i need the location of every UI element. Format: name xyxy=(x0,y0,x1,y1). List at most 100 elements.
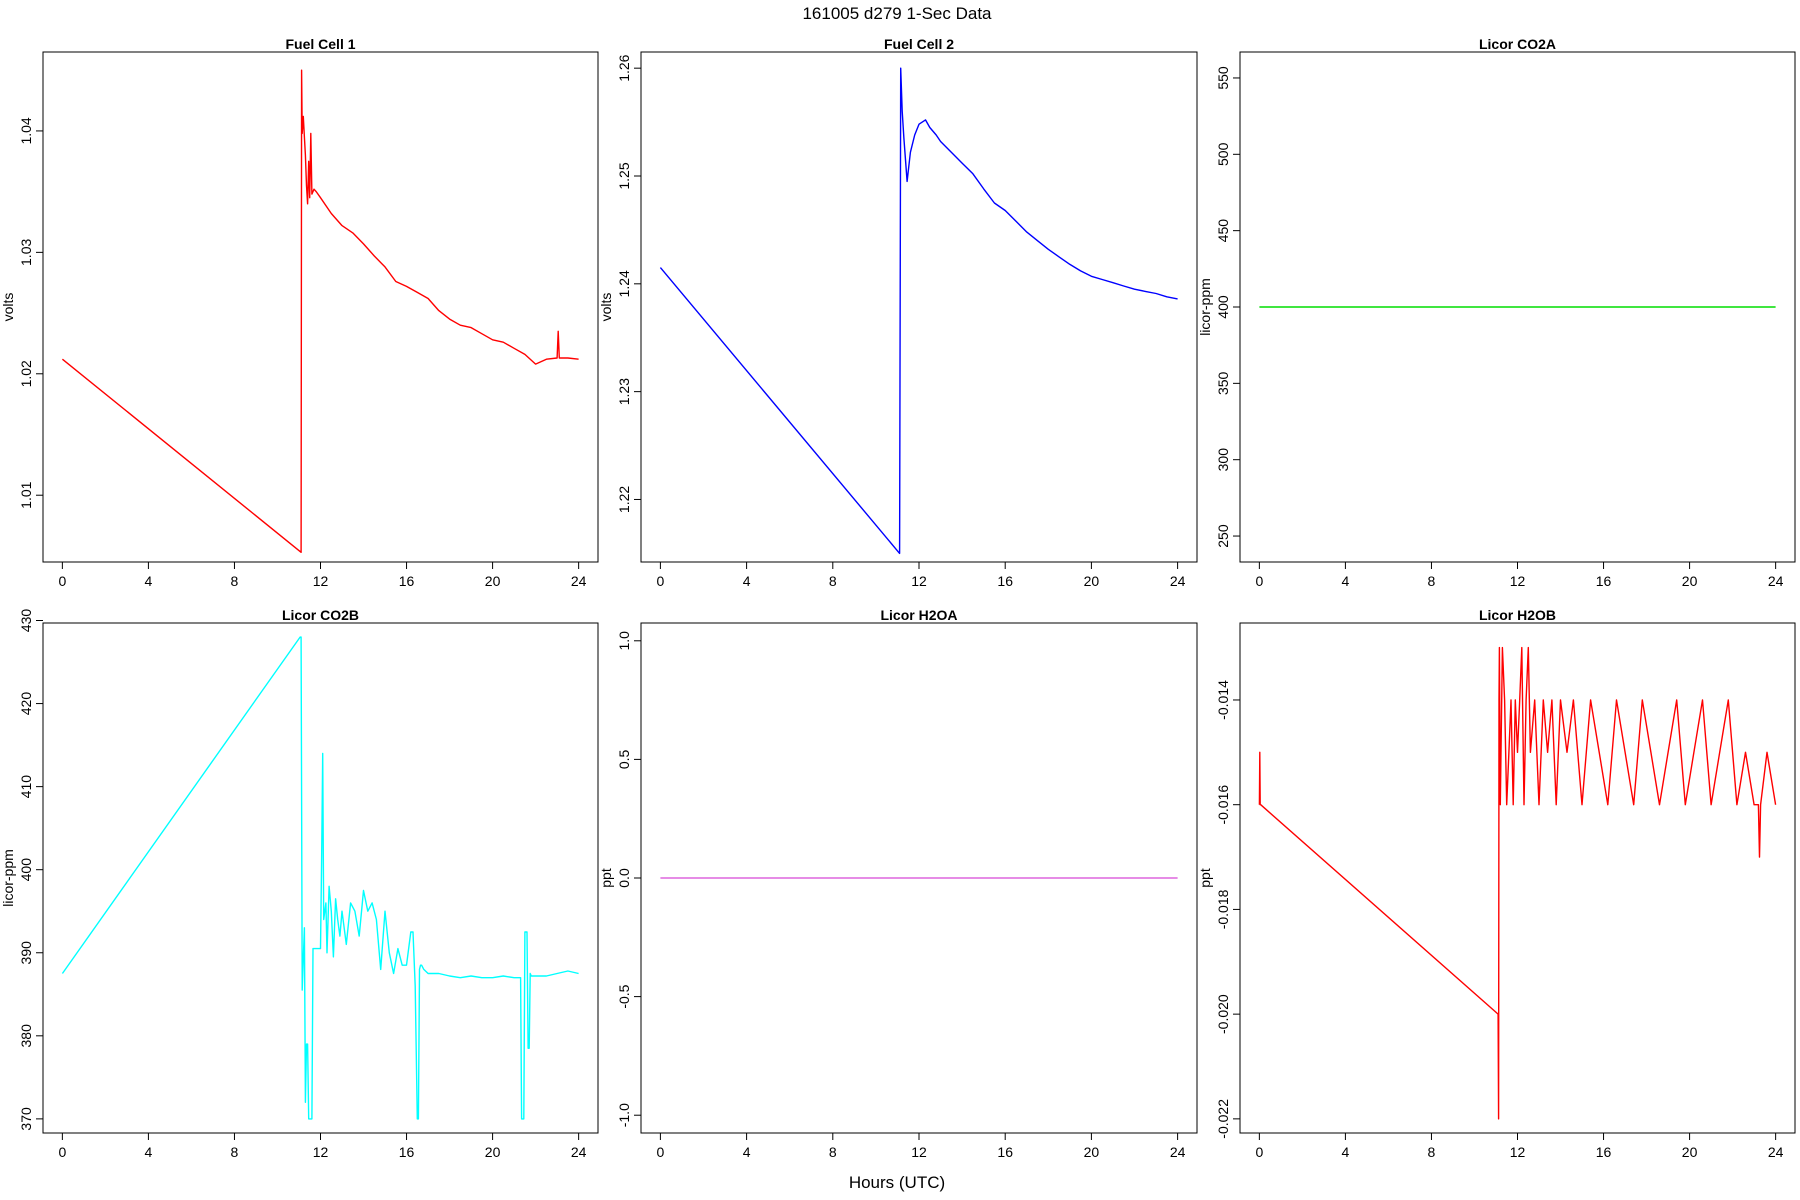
y-tick-label: 420 xyxy=(18,692,34,716)
x-tick-label: 20 xyxy=(485,1144,501,1160)
y-tick-label: 550 xyxy=(1215,66,1231,90)
x-tick-label: 24 xyxy=(571,1144,587,1160)
y-tick-label: 1.23 xyxy=(616,378,632,405)
x-tick-label: 4 xyxy=(145,573,153,589)
y-tick-label: 390 xyxy=(18,941,34,965)
x-tick-label: 24 xyxy=(1170,573,1186,589)
panel-title: Fuel Cell 1 xyxy=(285,36,355,52)
panel-2: Fuel Cell 2 0 4 8 12 16 20 24 1.22 1.23 1.24 1.25 1.… xyxy=(598,36,1198,589)
panel-6: Licor H2OB 0 4 8 12 16 20 24 -0.022 -0.020 -0.018 -… xyxy=(1197,607,1796,1160)
x-tick-label: 4 xyxy=(1342,1144,1350,1160)
y-tick-label: 410 xyxy=(18,775,34,799)
y-tick-label: 0.5 xyxy=(616,749,632,769)
x-tick-label: 20 xyxy=(1084,1144,1100,1160)
y-axis-label: licor-ppm xyxy=(0,849,16,907)
x-tick-label: 0 xyxy=(58,573,66,589)
plot-frame xyxy=(42,622,599,1134)
x-tick-label: 20 xyxy=(1084,573,1100,589)
x-tick-label: 0 xyxy=(1255,1144,1263,1160)
x-tick-label: 8 xyxy=(1428,1144,1436,1160)
x-tick-label: 24 xyxy=(1768,573,1784,589)
panel-title: Licor CO2A xyxy=(1479,36,1556,52)
y-tick-label: 300 xyxy=(1215,448,1231,472)
x-tick-label: 8 xyxy=(829,1144,837,1160)
y-axis-label: licor-ppm xyxy=(1197,278,1213,336)
panel-5: Licor H2OA 0 4 8 12 16 20 24 -1.0 -0.5 0.0 0.5 1.0 pp… xyxy=(598,607,1198,1160)
x-tick-label: 8 xyxy=(1428,573,1436,589)
x-tick-label: 16 xyxy=(997,573,1013,589)
y-tick-label: 1.01 xyxy=(18,481,34,508)
y-axis-label: volts xyxy=(0,293,16,322)
x-tick-label: 8 xyxy=(231,573,239,589)
x-tick-label: 12 xyxy=(1510,573,1526,589)
panel-title: Licor H2OA xyxy=(880,607,957,623)
series-line-1 xyxy=(61,69,579,553)
panel-title: Licor H2OB xyxy=(1479,607,1556,623)
y-tick-label: 370 xyxy=(18,1107,34,1131)
y-tick-label: 1.0 xyxy=(616,631,632,651)
y-tick-label: 1.04 xyxy=(18,117,34,144)
x-tick-label: 20 xyxy=(1682,573,1698,589)
x-tick-label: 0 xyxy=(656,1144,664,1160)
y-tick-label: -0.018 xyxy=(1215,889,1231,929)
y-tick-label: -0.014 xyxy=(1215,680,1231,720)
x-tick-label: 4 xyxy=(743,1144,751,1160)
x-tick-label: 12 xyxy=(911,1144,927,1160)
y-tick-label: -0.016 xyxy=(1215,785,1231,825)
x-tick-label: 20 xyxy=(485,573,501,589)
y-tick-label: 250 xyxy=(1215,524,1231,548)
panels-group: Fuel Cell 10 4 8 12 16 20 241.011.021.031.04vo… xyxy=(0,36,1796,1160)
x-tick-label: 24 xyxy=(571,573,587,589)
y-tick-label: 1.02 xyxy=(18,360,34,387)
series-line-1 xyxy=(61,636,579,1120)
x-tick-label: 24 xyxy=(1768,1144,1784,1160)
x-tick-label: 24 xyxy=(1170,1144,1186,1160)
y-tick-label: 400 xyxy=(1215,295,1231,319)
y-tick-label: 380 xyxy=(18,1024,34,1048)
y-tick-label: 500 xyxy=(1215,142,1231,166)
y-tick-label: 1.26 xyxy=(616,54,632,81)
panel-title: Fuel Cell 2 xyxy=(884,36,954,52)
y-tick-label: 1.24 xyxy=(616,270,632,297)
y-tick-label: 400 xyxy=(18,858,34,882)
y-tick-label: 1.22 xyxy=(616,486,632,513)
y-tick-label: 0.0 xyxy=(616,868,632,888)
x-tick-label: 16 xyxy=(399,1144,415,1160)
x-tick-label: 16 xyxy=(997,1144,1013,1160)
y-tick-label: 450 xyxy=(1215,219,1231,243)
x-tick-label: 0 xyxy=(58,1144,66,1160)
y-axis-label: ppt xyxy=(1197,868,1213,888)
y-tick-label: 350 xyxy=(1215,371,1231,395)
y-tick-label: 1.03 xyxy=(18,239,34,266)
series-line-1 xyxy=(1258,646,1777,1120)
x-tick-label: 8 xyxy=(829,573,837,589)
x-tick-label: 4 xyxy=(1342,573,1350,589)
x-tick-label: 12 xyxy=(911,573,927,589)
panel-3: Licor CO2A 0 4 8 12 16 20 24 250 300 350 400 450 500 5… xyxy=(1197,36,1796,589)
panel-4: Licor CO2B 0 4 8 12 16 20 24 370 380 390 400 410 420 4… xyxy=(0,607,599,1160)
panel-title: Licor CO2B xyxy=(282,607,359,623)
y-tick-label: -0.022 xyxy=(1215,1099,1231,1139)
x-axis-label: Hours (UTC) xyxy=(849,1173,945,1192)
x-tick-label: 12 xyxy=(1510,1144,1526,1160)
y-tick-label: -1.0 xyxy=(616,1103,632,1127)
x-tick-label: 12 xyxy=(313,573,329,589)
y-axis-label: ppt xyxy=(598,868,614,888)
x-tick-label: 0 xyxy=(656,573,664,589)
x-tick-label: 4 xyxy=(145,1144,153,1160)
x-tick-label: 16 xyxy=(1596,1144,1612,1160)
x-tick-label: 16 xyxy=(399,573,415,589)
series-line-1 xyxy=(659,67,1178,555)
y-tick-label: -0.020 xyxy=(1215,994,1231,1034)
plot-frame xyxy=(640,51,1198,563)
x-tick-label: 20 xyxy=(1682,1144,1698,1160)
y-axis-label: volts xyxy=(598,293,614,322)
y-tick-label: 430 xyxy=(18,609,34,633)
plot-frame xyxy=(1239,622,1796,1134)
x-tick-label: 4 xyxy=(743,573,751,589)
plot-frame xyxy=(42,51,599,563)
y-tick-label: -0.5 xyxy=(616,984,632,1008)
x-tick-label: 12 xyxy=(313,1144,329,1160)
